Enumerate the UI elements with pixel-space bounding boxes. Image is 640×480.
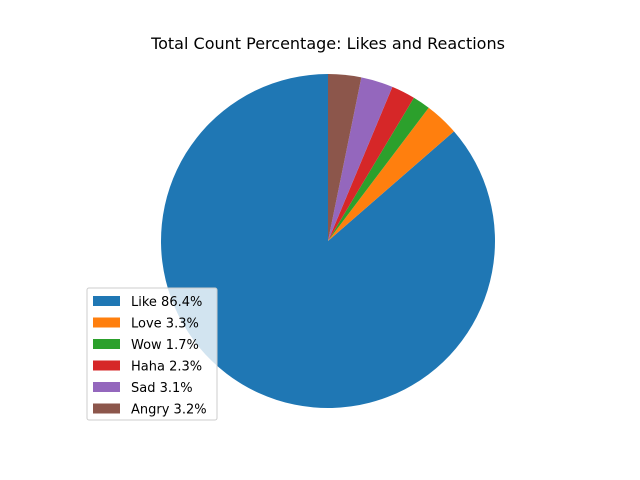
pie-slice-like [161,74,496,408]
pie-slice-sad [328,77,393,241]
legend-label-like: Like 86.4% [131,295,202,310]
legend-swatch-angry [93,403,120,414]
legend: Like 86.4% Love 3.3% Wow 1.7% Haha 2.3% Sad … [86,287,218,421]
legend-swatch-like [93,296,120,306]
legend-label-wow: Wow 1.7% [131,338,199,353]
legend-swatch-wow [93,339,120,349]
pie-slice-love [328,107,454,242]
legend-label-haha: Haha 2.3% [131,360,202,375]
pie-slice-wow [328,97,429,241]
pie-slice-haha [328,86,414,241]
legend-label-angry: Angry 3.2% [131,403,207,418]
pie-slice-angry [328,73,362,241]
legend-label-sad: Sad 3.1% [131,381,193,396]
legend-swatch-sad [93,382,120,392]
legend-label-love: Love 3.3% [131,317,199,332]
legend-swatch-love [93,317,120,328]
legend-swatch-haha [93,360,120,371]
pie-slices [161,73,496,408]
chart-title: Total Count Percentage: Likes and Reacti… [150,34,505,53]
